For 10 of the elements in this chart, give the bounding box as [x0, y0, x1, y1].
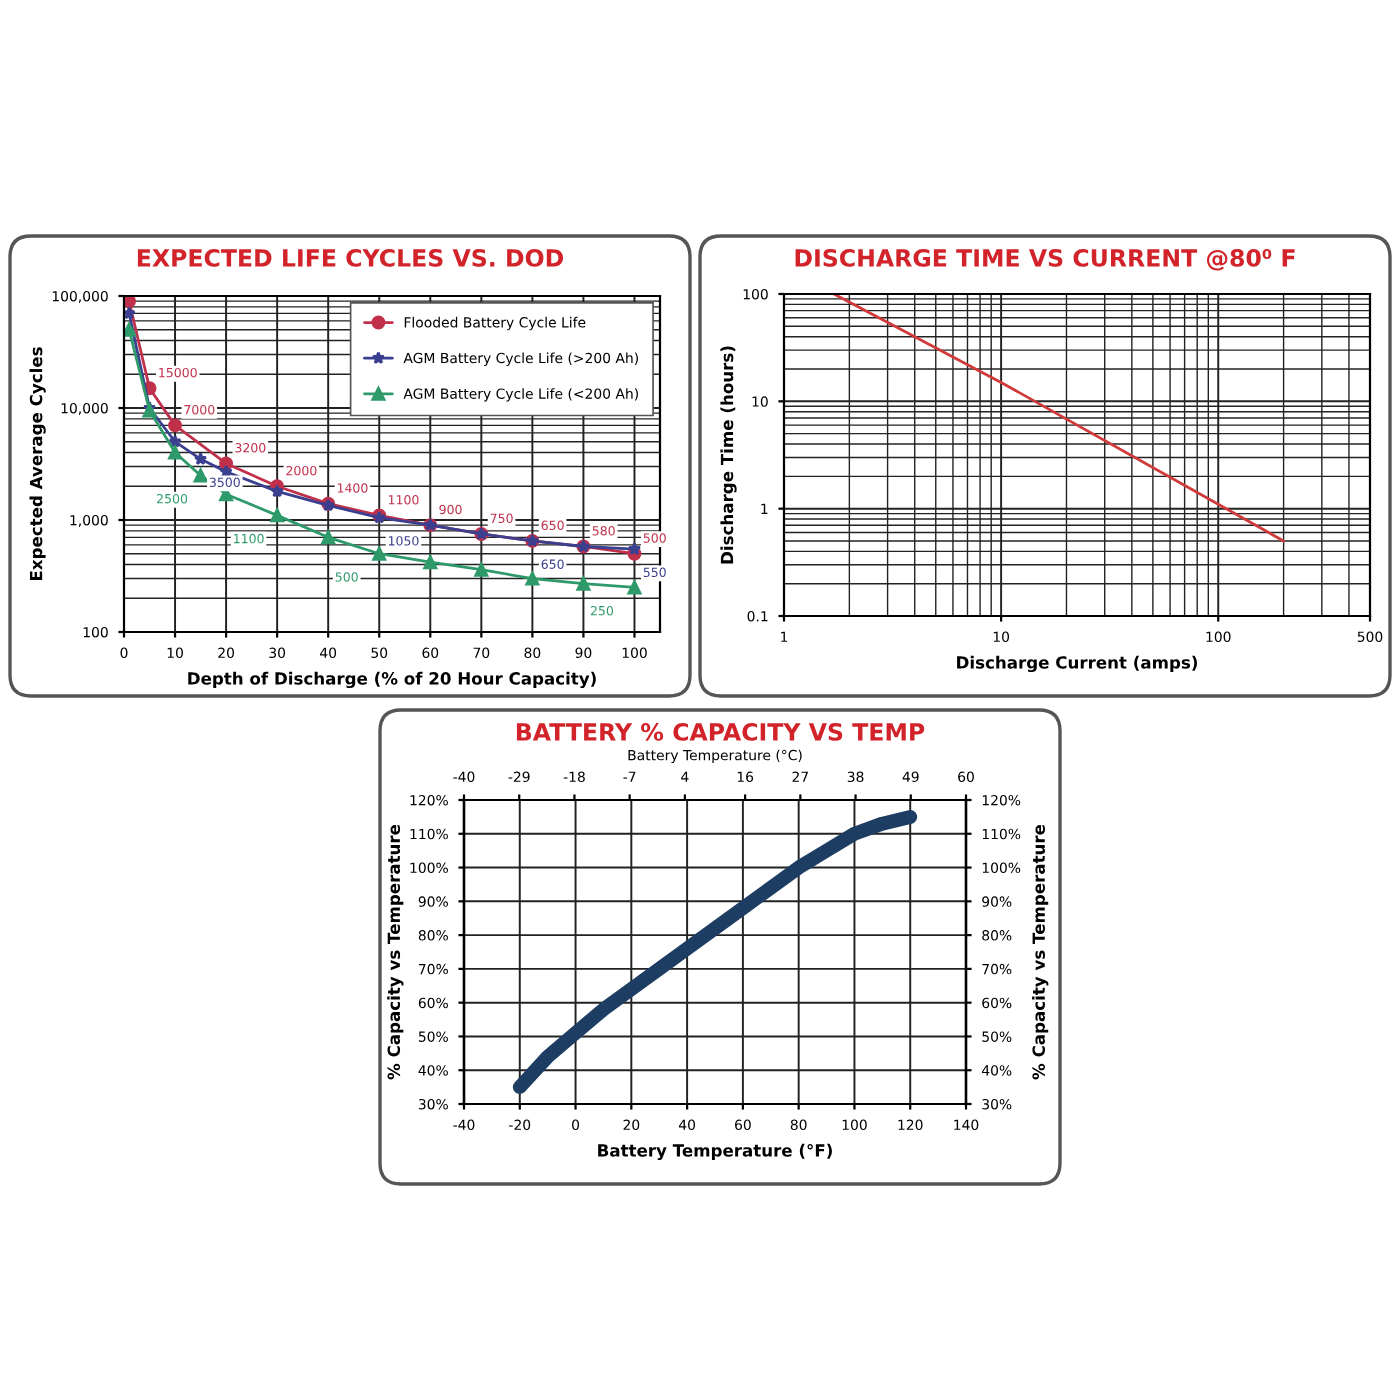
- x-axis-title: Battery Temperature (°F): [598, 1143, 832, 1161]
- chart-title: DISCHARGE TIME VS CURRENT @80⁰ F: [795, 248, 1295, 271]
- chart-title: EXPECTED LIFE CYCLES VS. DOD: [137, 248, 564, 267]
- x-axis-title: Discharge Current (amps): [957, 655, 1198, 673]
- chart-title: BATTERY % CAPACITY VS TEMP: [516, 722, 925, 741]
- y-axis-title: Expected Average Cycles: [29, 347, 46, 581]
- x-axis-title: Depth of Discharge (% of 20 Hour Capacity): [188, 671, 596, 689]
- y-axis-title: % Capacity vs Temperature: [387, 824, 404, 1080]
- y-axis-title: Discharge Time (hours): [720, 346, 737, 564]
- y2-axis-title: % Capacity vs Temperature: [1032, 824, 1049, 1080]
